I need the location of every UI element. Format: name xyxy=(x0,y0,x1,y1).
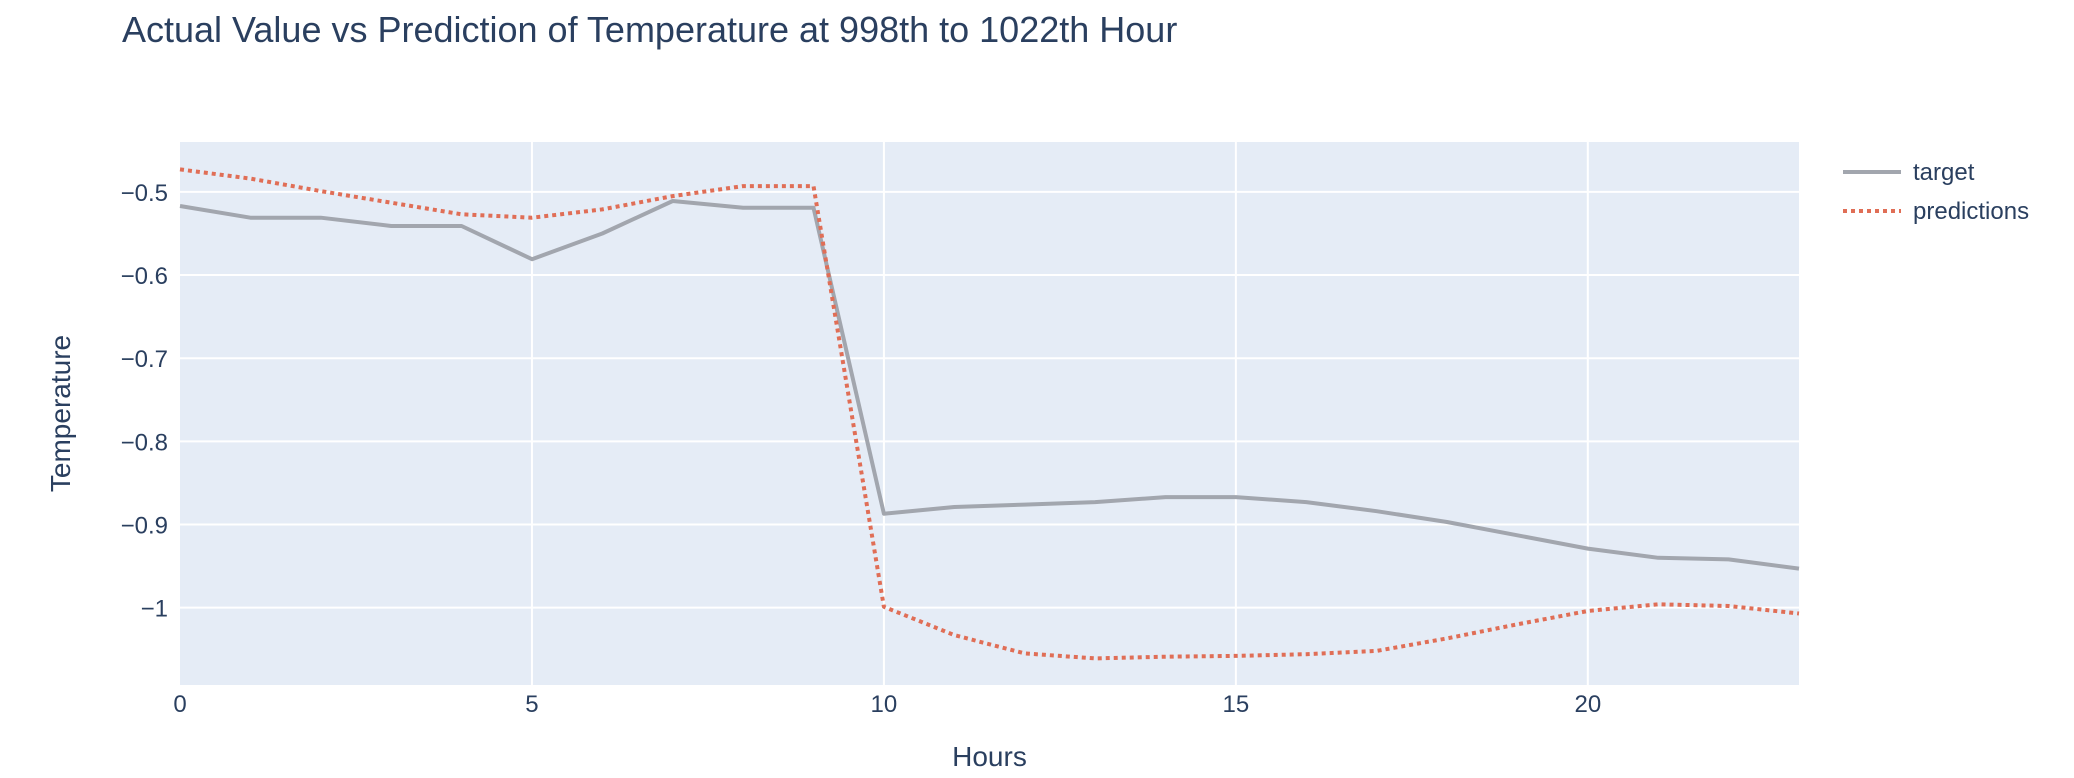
y-tick-label: −0.8 xyxy=(121,429,168,456)
x-axis-title: Hours xyxy=(952,741,1027,772)
y-axis-ticks: −0.5 −0.6 −0.7 −0.8 −0.9 −1 xyxy=(121,180,168,623)
y-tick-label: −0.5 xyxy=(121,180,168,207)
x-axis-ticks: 0 5 10 15 20 xyxy=(173,691,1601,718)
grid xyxy=(180,142,1799,685)
x-tick-label: 15 xyxy=(1223,691,1250,718)
y-tick-label: −1 xyxy=(141,596,168,623)
series-line-predictions[interactable] xyxy=(179,167,1800,661)
y-axis-title: Temperature xyxy=(45,335,76,492)
legend-item-predictions[interactable]: predictions xyxy=(1843,198,2029,225)
x-tick-label: 10 xyxy=(871,691,898,718)
y-tick-label: −0.6 xyxy=(121,263,168,290)
plot-area xyxy=(180,142,1799,685)
y-tick-label: −0.7 xyxy=(121,346,168,373)
chart-title: Actual Value vs Prediction of Temperatur… xyxy=(122,9,1178,50)
legend-label: predictions xyxy=(1913,198,2029,225)
x-tick-label: 0 xyxy=(173,691,186,718)
legend-label: target xyxy=(1913,159,1975,186)
series-line-target[interactable] xyxy=(179,199,1800,571)
x-tick-label: 5 xyxy=(525,691,538,718)
x-tick-label: 20 xyxy=(1574,691,1601,718)
legend-item-target[interactable]: target xyxy=(1843,159,1975,186)
legend[interactable]: target predictions xyxy=(1843,159,2029,225)
series-lines xyxy=(179,167,1800,661)
y-tick-label: −0.9 xyxy=(121,513,168,540)
